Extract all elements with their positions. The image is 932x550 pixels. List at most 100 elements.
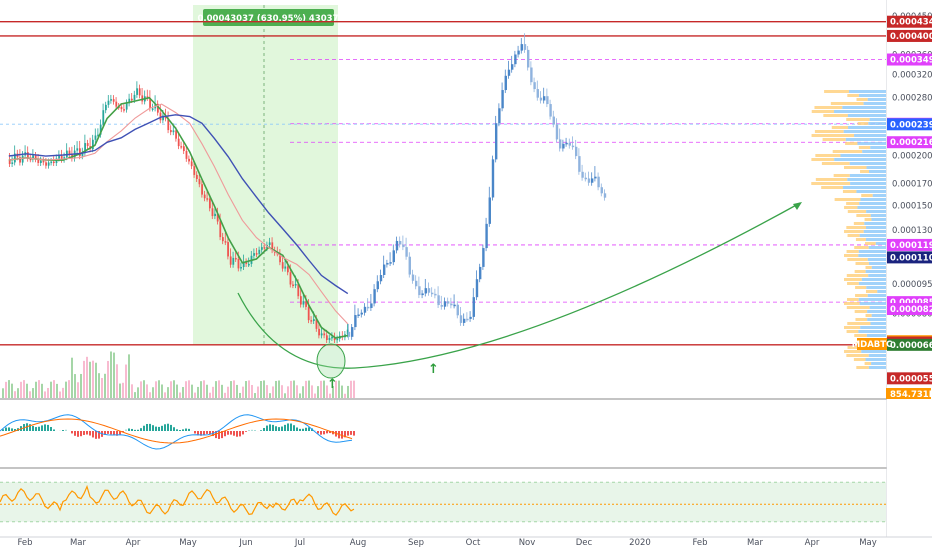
macd-histogram-bar [170,424,172,431]
price-candle [312,319,315,321]
macd-histogram-bar [152,425,154,431]
price-candle [271,242,274,251]
projection-bar [491,159,495,198]
macd-histogram-bar [302,428,304,431]
macd-histogram-bar [143,425,145,431]
price-candle [336,338,339,341]
projection-bar [402,244,405,248]
volume-profile-bar [855,238,866,241]
volume-profile-bar [867,98,886,101]
volume-bar [152,387,154,398]
macd-histogram-bar [50,426,52,431]
price-candle [331,336,333,339]
volume-bar [41,383,43,398]
time-tick-label: Apr [805,538,820,548]
price-candle [156,103,159,113]
volume-profile-bar [845,138,886,141]
volume-bar [215,381,217,398]
price-candle [263,247,266,249]
volume-profile-bar [814,130,844,133]
volume-profile-bar [850,182,886,185]
macd-histogram-bar [230,431,232,435]
projection-bar [437,295,440,306]
volume-profile-bar [844,166,867,169]
volume-profile-bar [847,258,868,261]
macd-histogram-bar [8,427,10,431]
volume-profile-bar [844,278,862,281]
volume-profile-bar [861,278,886,281]
projection-bar [354,315,357,328]
volume-profile-bar [822,138,846,141]
macd-histogram-bar [269,424,271,431]
volume-bar [311,385,313,398]
time-axis[interactable]: Feb Mar Apr May Jun Jul Aug Sep Oct Nov Dec 2020 Feb… [0,536,932,548]
volume-bar [176,384,178,398]
price-candle [307,306,310,321]
macd-histogram-bar [155,426,157,431]
volume-profile-bar [868,354,886,357]
volume-profile-bar [815,178,848,181]
axis-background [887,0,932,550]
volume-bar [8,380,10,398]
volume-profile-bar [845,142,858,145]
price-candle [177,138,180,147]
projection-bar [443,301,447,307]
macd-histogram-bar [179,430,181,431]
time-tick-label: Jun [238,538,252,548]
volume-profile-bar [811,182,851,185]
price-candle [198,178,201,185]
price-candle [29,158,32,161]
macd-histogram-bar [125,429,127,431]
projection-bar [395,240,399,251]
macd-histogram-bar [14,428,16,431]
price-candle [193,166,196,175]
macd-histogram-bar [221,431,223,439]
macd-histogram-bar [293,425,295,431]
rsi-pane[interactable]: 80.0046.54 [0,478,932,523]
price-tick-label: 0.00017000 [892,180,932,190]
price-axis[interactable]: 0.000450000.000400000.000360000.00032000… [886,0,932,550]
price-tick-label: 0.00009500 [892,280,932,290]
macd-histogram-bar [239,431,241,437]
volume-bar [302,386,304,398]
volume-profile-bar [854,134,886,137]
volume-profile-bar [856,98,868,101]
volume-bar [131,384,133,398]
svg-text:MDABTC: MDABTC [852,340,893,350]
price-candle [115,101,118,107]
projection-bar [488,197,491,224]
volume-profile-bar [853,358,866,361]
volume-profile-bar [855,286,867,289]
volume-profile-bar [865,290,878,293]
time-tick-label: Apr [126,538,141,548]
macd-histogram-bar [278,427,280,431]
volume-bar [293,380,295,398]
macd-histogram-bar [146,423,148,431]
volume-profile-bar [864,218,872,221]
volume-profile-bar [846,306,870,309]
volume-profile-bar [863,102,886,105]
volume-bar [65,381,67,398]
projection-bar [456,304,459,316]
macd-histogram-bar [86,431,88,435]
price-candle [195,174,198,179]
volume-profile-bar [847,282,859,285]
time-tick-label: Feb [692,538,707,548]
price-candle [19,157,21,163]
projection-bar [389,262,392,264]
volume-profile-bar [847,210,867,213]
volume-profile-bar [868,122,886,125]
projection-bar [366,306,370,309]
up-arrow-icon: ↑ [327,377,338,392]
price-pane[interactable]: 0.00043037 (630.95%) 43037 ↑ ↑ [0,0,932,537]
macd-histogram-bar [35,427,37,431]
volume-bar [239,392,241,398]
volume-bar [299,393,301,398]
macd-histogram-bar [116,431,118,436]
macd-pane[interactable]: 0.000020000.00000189-0.00000310-0.000004… [0,404,932,459]
price-candle [216,213,219,222]
price-candle [169,130,172,133]
price-candle [318,328,320,336]
time-tick-label: Jul [294,538,305,548]
